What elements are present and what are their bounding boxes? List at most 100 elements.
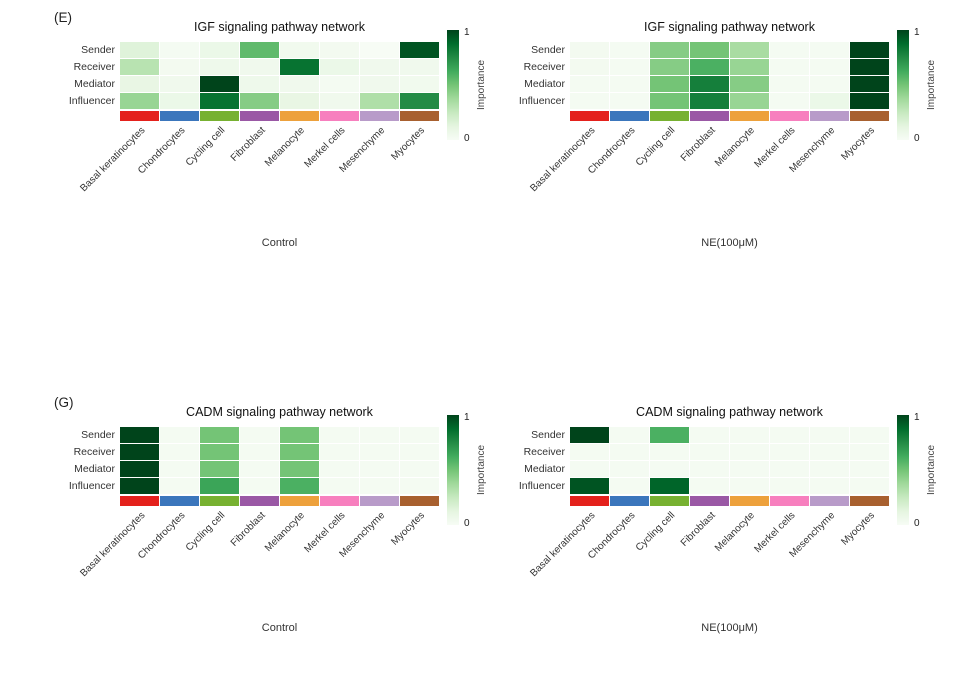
- heatmap-cell: [650, 461, 689, 477]
- grid-column: Basal keratinocytes Chondrocytes Cycling c…: [78, 427, 439, 606]
- colorbar-label: Importance: [926, 444, 937, 496]
- cell-type-color-swatch: [650, 496, 689, 506]
- heatmap-cell: [850, 444, 889, 460]
- chart-caption: NE(100μM): [701, 622, 758, 634]
- heatmap-cell: [120, 427, 159, 443]
- heatmap-cell: [120, 93, 159, 109]
- panel-label-G: (G): [54, 395, 74, 410]
- row-label: Influencer: [68, 95, 115, 107]
- x-axis-label: Fibroblast: [678, 125, 718, 164]
- cell-type-color-swatch: [770, 111, 809, 121]
- row-label: Mediator: [74, 78, 115, 90]
- heatmap-grid: [120, 42, 439, 109]
- heatmap-cell: [730, 76, 769, 92]
- heatmap-cell: [400, 478, 439, 494]
- heatmap-cell: [570, 478, 609, 494]
- heatmap-cell: [610, 59, 649, 75]
- heatmap-cell: [160, 461, 199, 477]
- heatmap-cell: [200, 478, 239, 494]
- heatmap-cell: [690, 76, 729, 92]
- heatmap-cell: [690, 478, 729, 494]
- cell-type-color-swatch: [570, 496, 609, 506]
- chart-caption: NE(100μM): [701, 237, 758, 249]
- heatmap-chart: CADM signaling pathway network Sender Rec…: [512, 405, 967, 634]
- heatmap-chart: IGF signaling pathway network Sender Rece…: [512, 20, 967, 249]
- heatmap-cell: [690, 461, 729, 477]
- colorbar-gradient: [447, 415, 459, 525]
- heatmap-cell: [160, 427, 199, 443]
- cell-type-color-swatch: [200, 496, 239, 506]
- heatmap-cell: [770, 427, 809, 443]
- cell-type-color-swatch: [770, 496, 809, 506]
- heatmap-cell: [610, 76, 649, 92]
- heatmap-cell: [400, 444, 439, 460]
- cell-type-color-swatch: [690, 111, 729, 121]
- heatmap-cell: [570, 444, 609, 460]
- heatmap-cell: [320, 444, 359, 460]
- row-label: Sender: [81, 44, 115, 56]
- heatmap-cell: [280, 461, 319, 477]
- heatmap-cell: [650, 59, 689, 75]
- heatmap-cell: [400, 42, 439, 58]
- x-axis-label: Myocytes: [839, 510, 878, 548]
- heatmap-cell: [240, 59, 279, 75]
- heatmap-cell: [160, 59, 199, 75]
- heatmap-cell: [730, 478, 769, 494]
- colorbar: 1 0 Importance: [447, 412, 493, 537]
- heatmap-cell: [650, 478, 689, 494]
- cell-type-color-swatch: [240, 111, 279, 121]
- colorbar-tick-min: 0: [914, 518, 920, 529]
- colorbar-label: Importance: [926, 59, 937, 111]
- heatmap-cell: [610, 427, 649, 443]
- cell-type-color-swatch: [200, 111, 239, 121]
- heatmap-cell: [770, 59, 809, 75]
- heatmap-cell: [610, 461, 649, 477]
- row-label: Mediator: [524, 463, 565, 475]
- x-axis-label: Myocytes: [839, 125, 878, 163]
- row-label: Influencer: [68, 480, 115, 492]
- heatmap-cell: [570, 42, 609, 58]
- heatmap-cell: [400, 76, 439, 92]
- cell-type-color-swatch: [400, 111, 439, 121]
- row-label: Sender: [531, 44, 565, 56]
- cell-type-color-swatch: [850, 111, 889, 121]
- row-label: Mediator: [524, 78, 565, 90]
- cell-type-color-swatch: [650, 111, 689, 121]
- chart-caption: Control: [261, 622, 298, 634]
- x-axis-label: Basal keratinocytes: [78, 510, 148, 580]
- cell-type-color-swatch: [730, 496, 769, 506]
- chart-title: CADM signaling pathway network: [636, 405, 823, 419]
- heatmap-cell: [730, 444, 769, 460]
- panel-label-E: (E): [54, 10, 72, 25]
- heatmap-cell: [320, 427, 359, 443]
- row-labels: Sender Receiver Mediator Influencer: [512, 427, 570, 495]
- heatmap-cell: [320, 478, 359, 494]
- cell-type-color-swatch: [320, 496, 359, 506]
- heatmap-cell: [610, 42, 649, 58]
- colorbar-tick-min: 0: [464, 518, 470, 529]
- heatmap-cell: [200, 427, 239, 443]
- chart-title: IGF signaling pathway network: [194, 20, 365, 34]
- heatmap-cell: [360, 59, 399, 75]
- x-axis-label: Basal keratinocytes: [78, 125, 148, 195]
- cell-type-color-swatch: [160, 111, 199, 121]
- colorbar-tick-min: 0: [464, 133, 470, 144]
- heatmap-cell: [650, 93, 689, 109]
- heatmap-cell: [850, 461, 889, 477]
- colorbar: 1 0 Importance: [447, 27, 493, 152]
- heatmap-cell: [610, 444, 649, 460]
- heatmap-cell: [280, 42, 319, 58]
- colorbar-gradient: [897, 415, 909, 525]
- cell-type-color-swatch: [280, 111, 319, 121]
- heatmap-cell: [690, 42, 729, 58]
- heatmap-cell: [320, 461, 359, 477]
- heatmap-cell: [320, 59, 359, 75]
- row-label: Receiver: [523, 61, 565, 73]
- x-axis-label: Melanocyte: [713, 510, 758, 554]
- heatmap-cell: [810, 427, 849, 443]
- cell-type-color-swatch: [360, 496, 399, 506]
- heatmap-cell: [360, 478, 399, 494]
- heatmap-grid: [570, 42, 889, 109]
- x-axis-labels: Basal keratinocytes Chondrocytes Cycling c…: [78, 506, 439, 606]
- heatmap-cell: [360, 76, 399, 92]
